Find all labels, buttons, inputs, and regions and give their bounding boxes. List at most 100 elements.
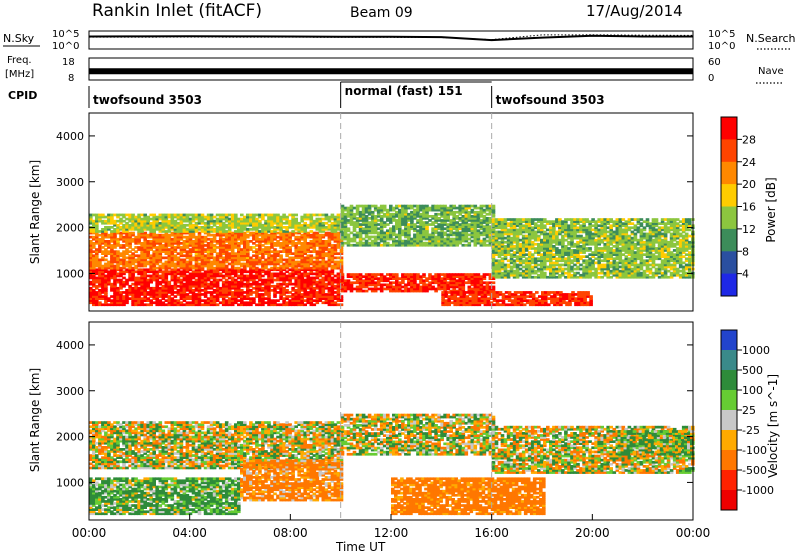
heatmap-cell (312, 219, 317, 223)
heatmap-cell (237, 291, 241, 294)
heatmap-cell (98, 230, 102, 233)
heatmap-cell (227, 299, 232, 302)
heatmap-cell (500, 236, 505, 240)
heatmap-cell (197, 235, 202, 239)
heatmap-cell (509, 257, 514, 261)
heatmap-cell (246, 282, 250, 286)
heatmap-cell (182, 299, 187, 302)
heatmap-cell (282, 299, 286, 302)
heatmap-cell (152, 258, 156, 262)
heatmap-cell (336, 242, 341, 245)
heatmap-cell (224, 266, 229, 270)
heatmap-cell (431, 208, 435, 212)
heatmap-cell (119, 252, 123, 255)
heatmap-cell (297, 299, 301, 302)
heatmap-cell (173, 278, 178, 282)
heatmap-cell (125, 248, 129, 251)
heatmap-cell (294, 295, 298, 298)
heatmap-cell (315, 297, 320, 300)
heatmap-cell (552, 253, 556, 256)
heatmap-cell (270, 266, 274, 270)
heatmap-cell (479, 212, 484, 216)
heatmap-cell (291, 258, 295, 262)
heatmap-cell (458, 233, 462, 237)
heatmap-cell (237, 260, 241, 264)
heatmap-cell (128, 274, 132, 278)
heatmap-cell (143, 268, 147, 272)
heatmap-cell (434, 212, 438, 216)
heatmap-cell (149, 266, 153, 270)
heatmap-cell (494, 263, 499, 267)
heatmap-cell (300, 223, 304, 227)
heatmap-cell (234, 226, 238, 229)
heatmap-cell (355, 235, 360, 239)
heatmap-cell (398, 229, 402, 233)
heatmap-cell (533, 259, 538, 263)
heatmap-cell (212, 291, 217, 294)
heatmap-cell (306, 293, 310, 296)
heatmap-cell (540, 253, 544, 256)
heatmap-cell (340, 206, 345, 210)
heatmap-cell (243, 297, 247, 300)
heatmap-cell (155, 242, 159, 245)
heatmap-cell (264, 264, 268, 268)
heatmap-cell (258, 237, 262, 241)
heatmap-cell (227, 284, 232, 288)
heatmap-cell (224, 254, 229, 258)
heatmap-cell (346, 285, 351, 289)
heatmap-cell (101, 252, 105, 255)
heatmap-cell (552, 255, 556, 258)
heatmap-cell (434, 204, 438, 208)
heatmap-cell (533, 226, 538, 230)
heatmap-cell (386, 217, 390, 220)
heatmap-cell (101, 295, 105, 298)
heatmap-cell (288, 240, 292, 243)
heatmap-cell (227, 246, 232, 249)
heatmap-cell (240, 213, 244, 217)
heatmap-cell (294, 213, 298, 217)
heatmap-cell (224, 231, 229, 235)
heatmap-cell (294, 231, 298, 235)
heatmap-cell (500, 224, 505, 228)
heatmap-cell (261, 262, 265, 266)
heatmap-cell (170, 303, 175, 307)
heatmap-cell (279, 237, 283, 241)
heatmap-cell (294, 278, 298, 282)
heatmap-cell (170, 248, 175, 251)
heatmap-cell (149, 248, 153, 251)
heatmap-cell (146, 284, 150, 288)
heatmap-cell (392, 275, 396, 278)
heatmap-cell (206, 268, 211, 272)
heatmap-cell (327, 291, 332, 294)
heatmap-cell (212, 233, 217, 237)
heatmap-cell (176, 217, 181, 221)
heatmap-cell (491, 218, 496, 221)
heatmap-cell (107, 215, 111, 219)
heatmap-cell (267, 233, 271, 237)
heatmap-cell (491, 206, 496, 210)
heatmap-cell (386, 235, 390, 239)
heatmap-cell (206, 272, 211, 276)
heatmap-cell (194, 235, 199, 239)
heatmap-cell (355, 287, 360, 291)
heatmap-cell (146, 233, 150, 237)
heatmap-cell (197, 221, 202, 225)
heatmap-cell (185, 230, 190, 233)
heatmap-cell (346, 215, 351, 218)
heatmap-cell (343, 221, 348, 224)
heatmap-cell (321, 268, 326, 272)
heatmap-cell (224, 248, 229, 251)
heatmap-cell (431, 231, 435, 235)
heatmap-cell (515, 265, 520, 269)
heatmap-cell (137, 264, 141, 268)
heatmap-cell (537, 267, 541, 271)
heatmap-cell (300, 215, 304, 219)
heatmap-cell (503, 240, 508, 244)
heatmap-cell (107, 297, 111, 300)
heatmap-cell (237, 289, 241, 292)
heatmap-cell (119, 244, 123, 247)
heatmap-cell (373, 219, 378, 222)
heatmap-cell (473, 229, 478, 233)
heatmap-cell (176, 270, 181, 274)
heatmap-cell (537, 275, 541, 279)
